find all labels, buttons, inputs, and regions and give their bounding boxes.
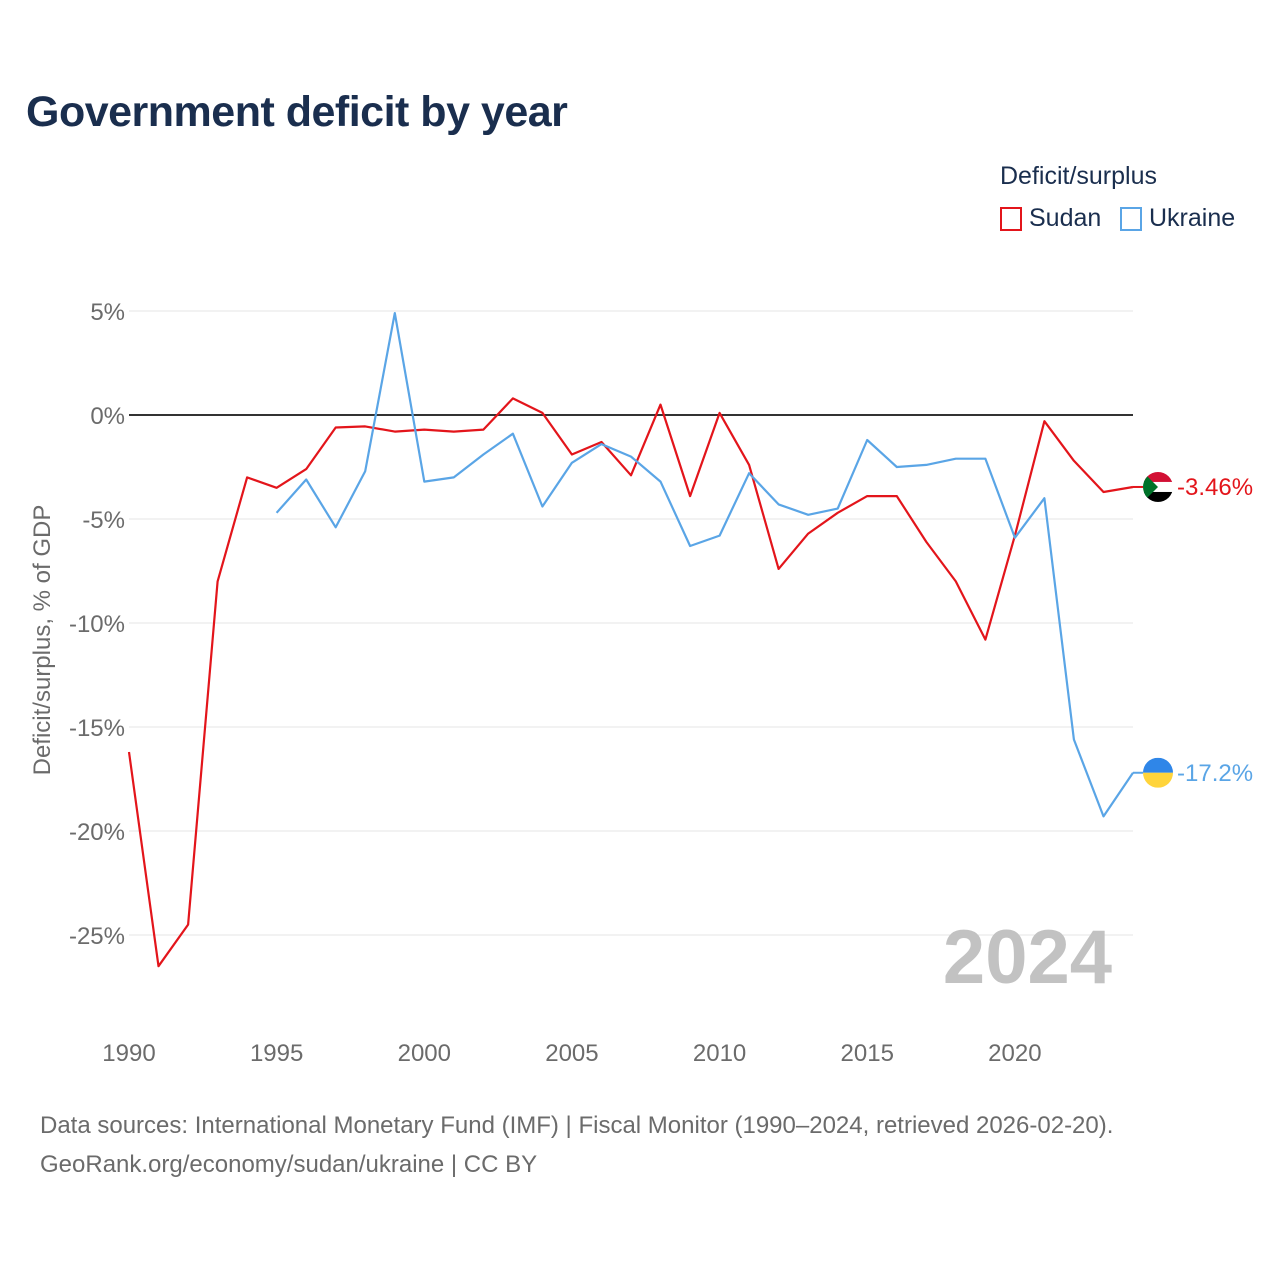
x-axis-ticks: 1990 1995 2000 2005 2010 2015 2020: [102, 1040, 1041, 1067]
legend-swatch-ukraine: [1120, 206, 1142, 231]
series-group: [127, 312, 1143, 968]
sources-note: Data sources: International Monetary Fun…: [40, 1106, 1113, 1184]
y-axis-label: Deficit/surplus, % of GDP: [29, 505, 56, 776]
legend-swatch-sudan: [1000, 206, 1022, 231]
line-chart: 5% 0% -5% -10% -15% -20% -25% 1990 1995 2000 2005…: [29, 299, 1253, 1067]
y-tick-label: -10%: [69, 611, 125, 638]
ukraine-flag-icon: [1143, 757, 1173, 788]
legend-item-ukraine[interactable]: Ukraine: [1120, 204, 1235, 233]
y-tick-label: -20%: [69, 819, 125, 846]
end-label-sudan: -3.46%: [1177, 474, 1253, 501]
x-tick-label: 1995: [250, 1040, 303, 1067]
x-tick-label: 2020: [988, 1040, 1041, 1067]
end-label-ukraine: -17.2%: [1177, 760, 1253, 787]
chart-title: Government deficit by year: [26, 88, 568, 136]
x-tick-label: 1990: [102, 1040, 155, 1067]
series-line-ukraine[interactable]: [275, 312, 1134, 818]
sudan-flag-icon: [1143, 471, 1173, 502]
x-tick-label: 2015: [841, 1040, 894, 1067]
y-tick-label: 5%: [90, 299, 125, 326]
y-tick-label: -5%: [82, 507, 125, 534]
x-tick-label: 2000: [398, 1040, 451, 1067]
y-tick-label: 0%: [90, 403, 125, 430]
legend-label-ukraine: Ukraine: [1149, 204, 1236, 232]
y-tick-label: -15%: [69, 715, 125, 742]
legend-title: Deficit/surplus: [1000, 162, 1157, 190]
sources-line: Data sources: International Monetary Fun…: [40, 1112, 1114, 1139]
legend-item-sudan[interactable]: Sudan: [1000, 204, 1101, 233]
gridlines: [129, 310, 1133, 936]
series-line-sudan[interactable]: [127, 397, 1134, 968]
watermark-year: 2024: [943, 915, 1112, 1000]
license-line[interactable]: GeoRank.org/economy/sudan/ukraine | CC B…: [40, 1151, 538, 1178]
end-markers: -3.46% -17.2%: [1143, 471, 1253, 788]
y-axis-ticks: 5% 0% -5% -10% -15% -20% -25%: [69, 299, 125, 950]
legend-label-sudan: Sudan: [1029, 204, 1102, 232]
y-tick-label: -25%: [69, 923, 125, 950]
x-tick-label: 2010: [693, 1040, 746, 1067]
x-tick-label: 2005: [545, 1040, 598, 1067]
